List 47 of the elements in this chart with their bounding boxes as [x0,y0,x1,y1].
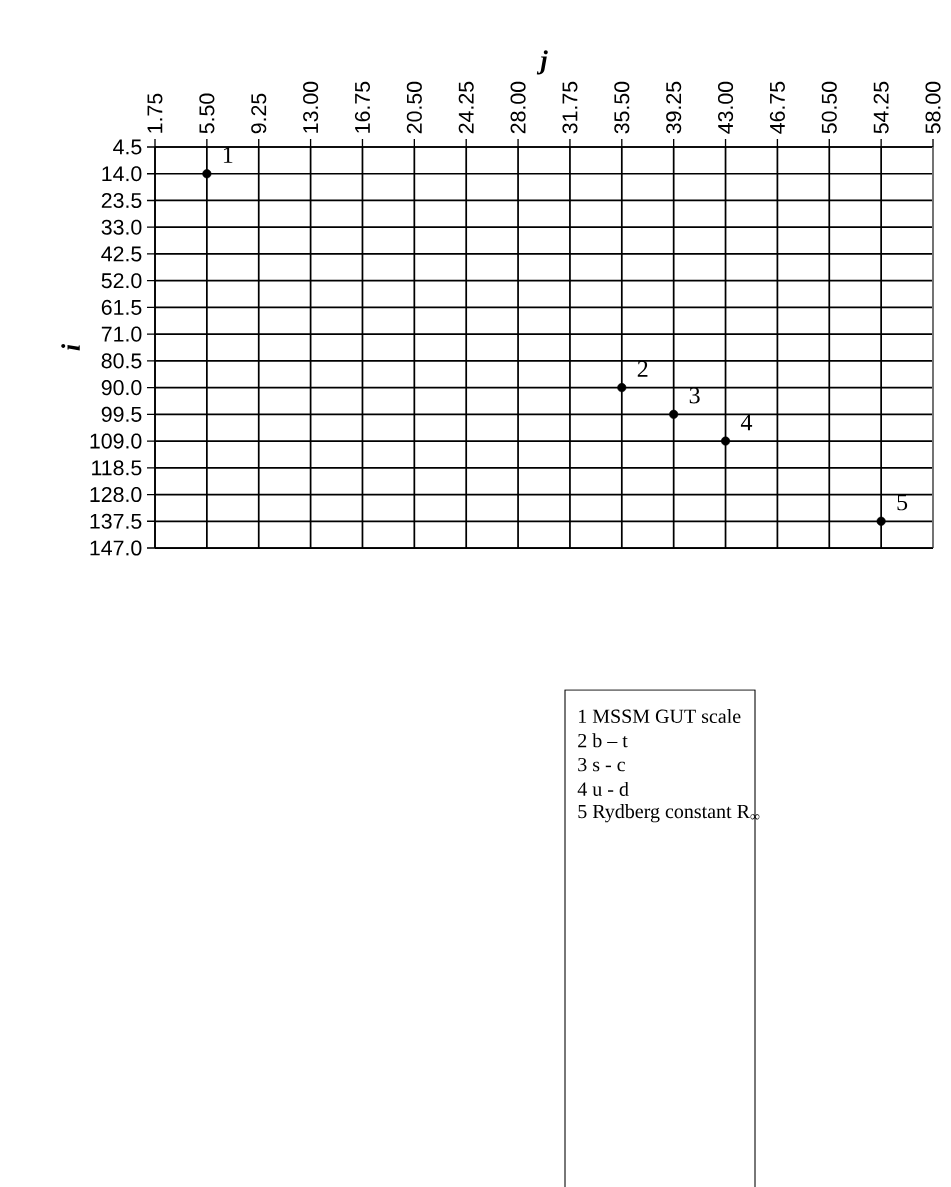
point [669,409,679,419]
x-tick-label: 54.25 [873,81,889,134]
y-tick-label: 23.5 [101,192,142,209]
text: 1 MSSM GUT scale [579,708,741,724]
y-tick-label: 80.5 [101,353,142,369]
text: 2 b – t [578,733,628,748]
annotation: 4 [740,414,753,431]
y-tick-label: 42.5 [101,246,142,262]
x-tick-label: 9.25 [251,93,267,134]
y-tick-label: 71.0 [101,326,142,342]
x-tick-label: 50.50 [821,81,837,134]
y-tick-label: 4.5 [113,139,142,155]
annotation: 1 [223,146,233,163]
y-tick-label: 137.5 [90,513,142,529]
y-tick-label: 109.0 [90,433,142,449]
text: 3 s - c [578,757,625,772]
point [202,169,212,179]
point [617,383,627,393]
point [876,516,886,526]
x-tick-label: 13.00 [303,81,319,133]
y-tick-label: 14.0 [102,166,142,182]
x-tick-label: 35.50 [614,81,630,134]
point [721,436,731,446]
x-tick-label: 16.75 [354,81,371,133]
x-tick-label: 43.00 [717,81,734,134]
y-tick-label: 118.5 [92,460,142,476]
x-tick-label: 24.25 [458,81,474,134]
y-tick-label: 128.0 [90,487,142,503]
y-tick-label: 61.5 [101,299,142,315]
text: 5 Rydberg constant R$_{∞}$ [578,804,760,823]
x-tick-label: 46.75 [769,81,785,134]
y-tick-label: 33.0 [101,219,142,235]
x-tick-label: 58.00 [925,81,941,134]
x-tick-label: 1.75 [147,93,163,133]
y-tick-label: 99.5 [101,406,142,422]
text: 4 u - d [577,781,629,796]
y-tick-label: 147.0 [90,540,142,556]
y-tick-label: 90.0 [101,380,142,396]
x-tick-label: 31.75 [562,81,578,134]
x-tick-label: 28.00 [510,81,526,134]
y-axis-title: i [61,343,80,351]
x-tick-label: 5.50 [199,93,215,134]
x-tick-label: 20.50 [406,81,422,134]
y-tick-label: 52.0 [101,273,142,289]
annotation: 2 [637,360,648,377]
x-axis-title: j [536,50,548,75]
x-tick-label: 39.25 [666,81,682,134]
